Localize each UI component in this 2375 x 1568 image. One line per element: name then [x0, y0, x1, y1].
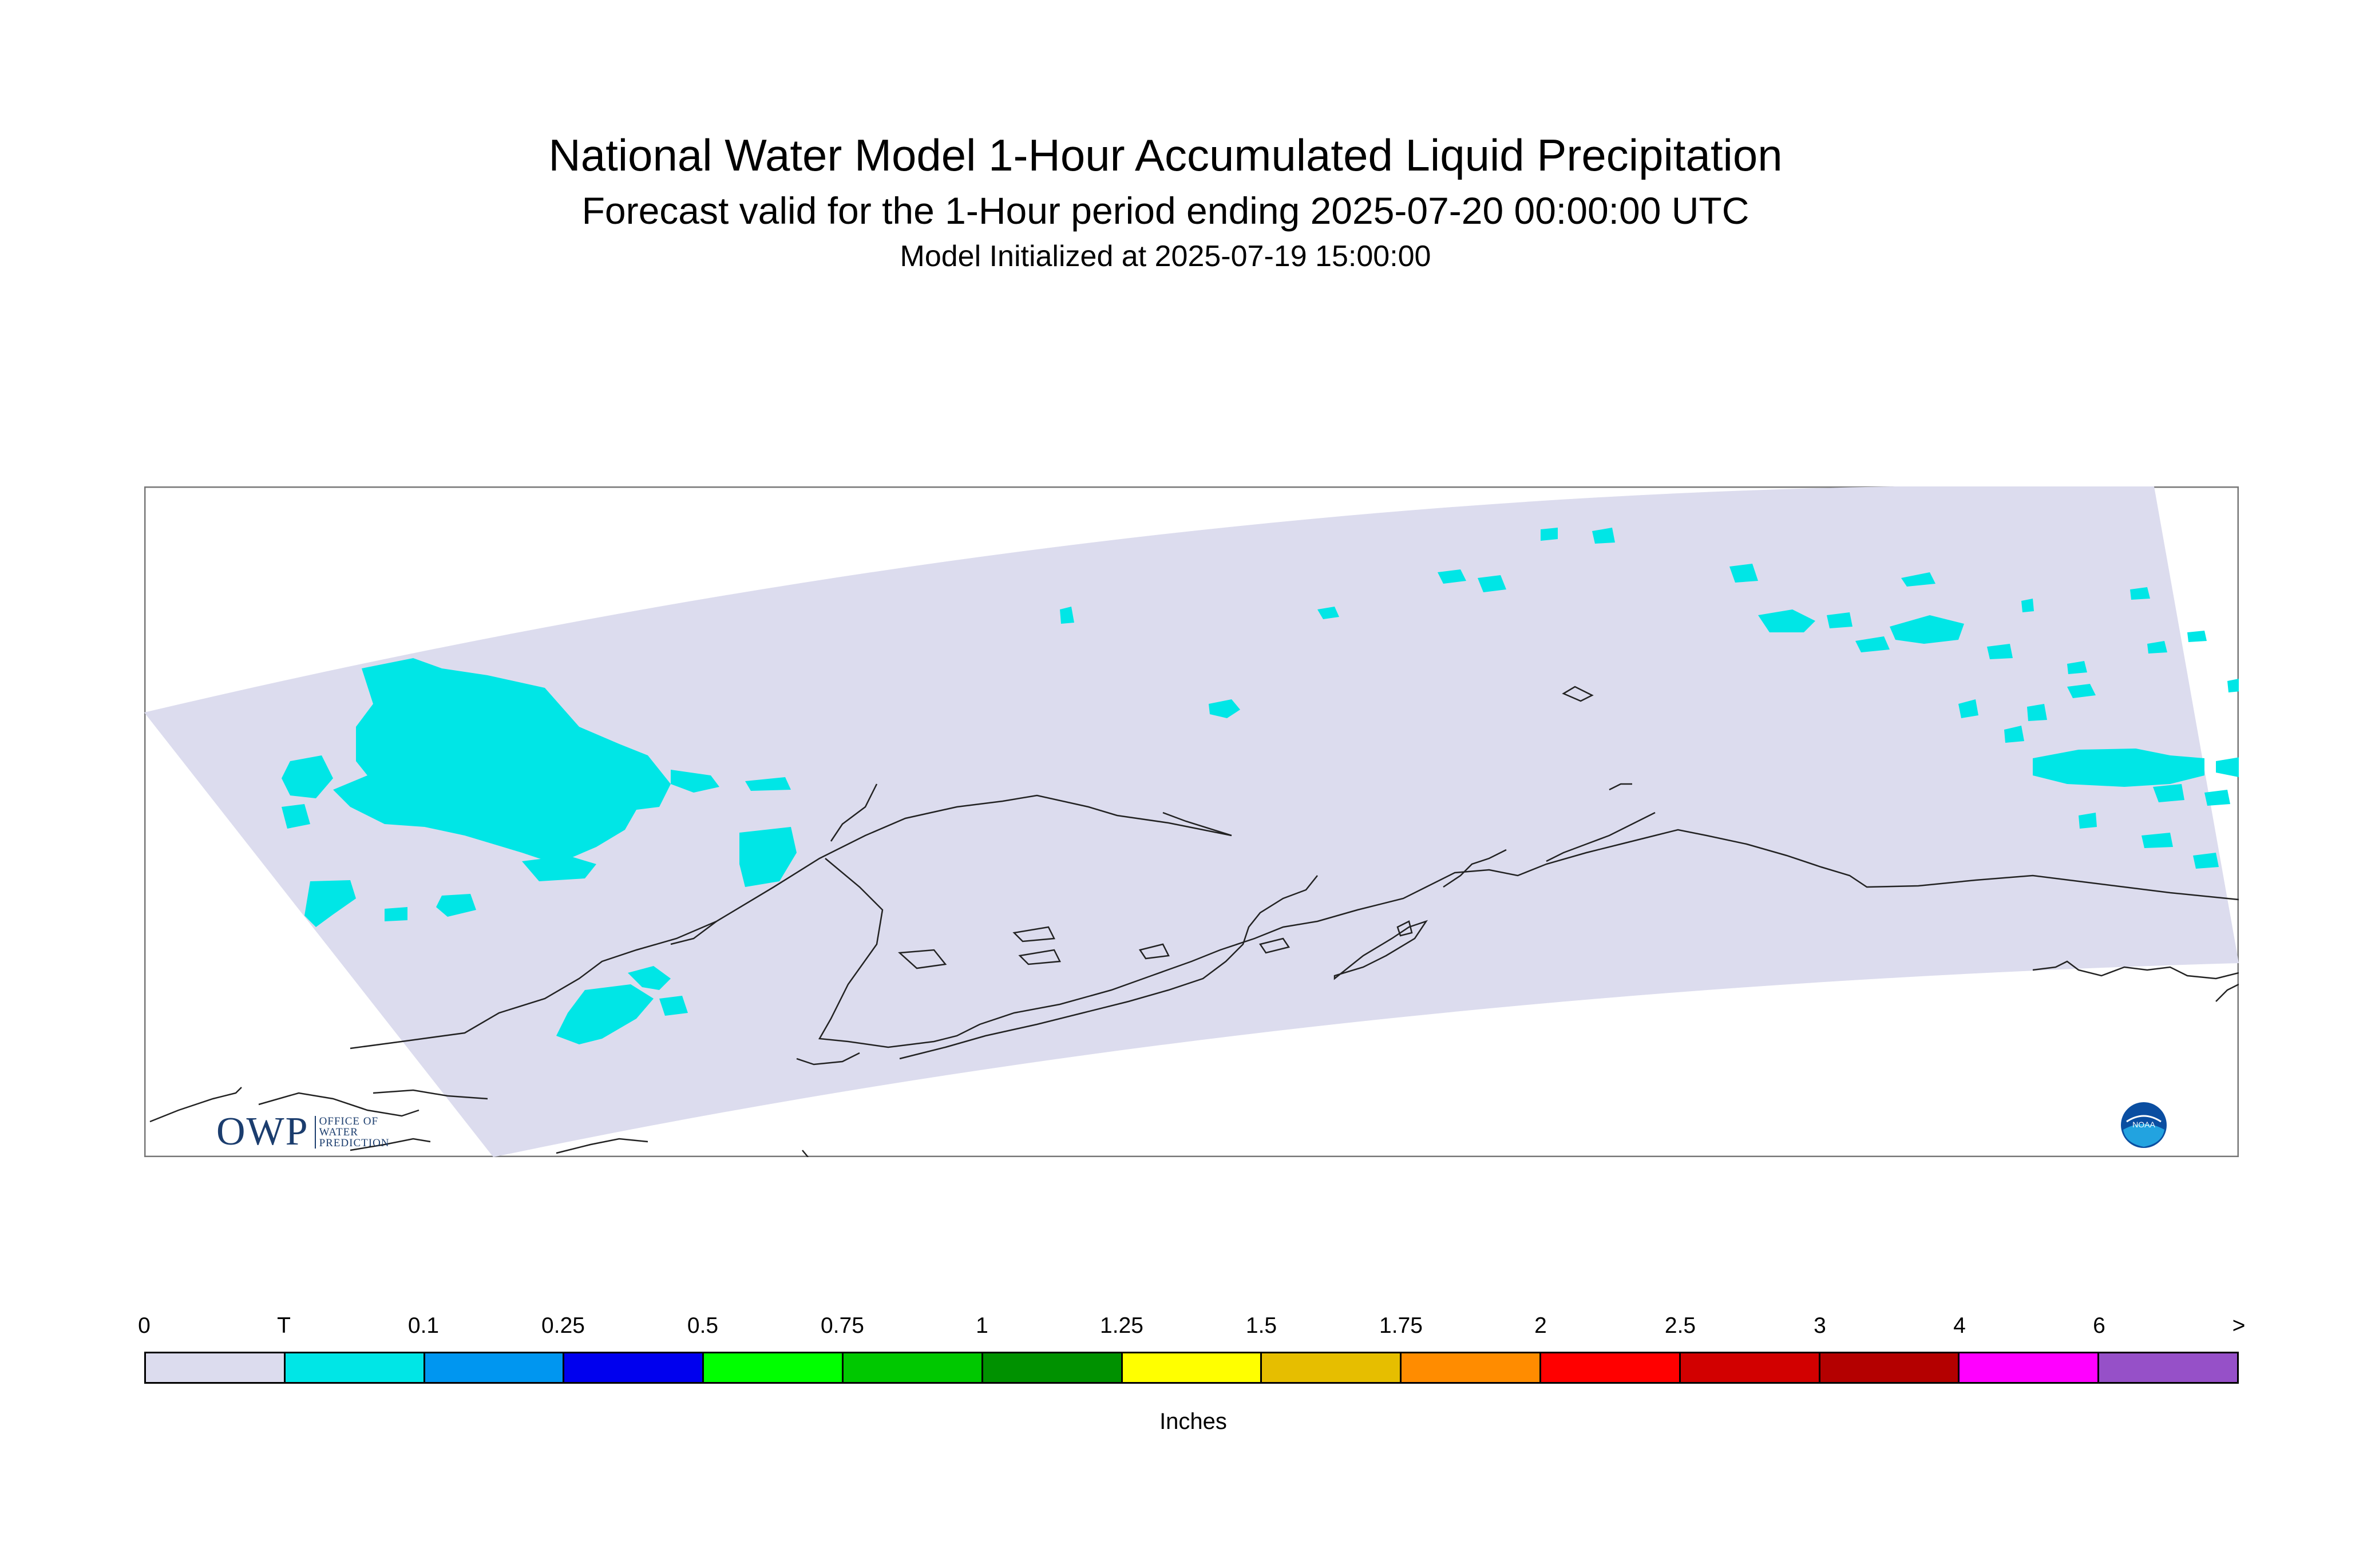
- forecast-valid-subtitle: Forecast valid for the 1-Hour period end…: [581, 189, 1749, 232]
- legend-label: 1: [976, 1313, 988, 1338]
- legend-unit-label: Inches: [1159, 1409, 1227, 1434]
- legend-color-box: [564, 1353, 704, 1382]
- svg-text:NOAA: NOAA: [2132, 1120, 2155, 1129]
- legend-color-box: [1122, 1353, 1262, 1382]
- legend-color-box: [843, 1353, 983, 1382]
- legend-labels: 0 T 0.1 0.25 0.5 0.75 1 1.25 1.5 1.75 2 2.5 3 4 6 >: [138, 1313, 2245, 1348]
- owp-logo-word: OWP: [216, 1110, 309, 1154]
- model-domain: [144, 486, 2239, 1157]
- legend-label: 2.5: [1664, 1313, 1696, 1338]
- legend-label: 1.75: [1379, 1313, 1423, 1338]
- legend-label: 1.25: [1100, 1313, 1143, 1338]
- legend-label: 6: [2093, 1313, 2105, 1338]
- legend-label: 3: [1814, 1313, 1826, 1338]
- legend-label: 4: [1953, 1313, 1966, 1338]
- owp-logo: OWP OFFICE OF WATER PREDICTION: [216, 1109, 390, 1155]
- legend-color-box: [704, 1353, 844, 1382]
- precip-areas: [282, 528, 2239, 1044]
- legend-color-box: [1820, 1353, 1960, 1382]
- legend-label: 0: [138, 1313, 151, 1338]
- legend-color-box: [983, 1353, 1123, 1382]
- owp-logo-subtext: OFFICE OF WATER PREDICTION: [314, 1115, 390, 1149]
- legend-label: >: [2232, 1313, 2246, 1338]
- legend-colorbar: [144, 1352, 2239, 1384]
- color-legend: 0 T 0.1 0.25 0.5 0.75 1 1.25 1.5 1.75 2 2.5 3 4 6 >: [138, 1313, 2245, 1384]
- legend-color-box: [425, 1353, 565, 1382]
- legend-color-box: [1680, 1353, 1820, 1382]
- legend-color-box: [146, 1353, 286, 1382]
- legend-color-box: [1541, 1353, 1681, 1382]
- legend-label: 1.5: [1245, 1313, 1277, 1338]
- map-title: National Water Model 1-Hour Accumulated …: [548, 130, 1783, 180]
- legend-color-box: [1960, 1353, 2100, 1382]
- legend-color-box: [1402, 1353, 1541, 1382]
- legend-label: 0.75: [821, 1313, 864, 1338]
- legend-label: T: [277, 1313, 291, 1338]
- legend-label: 2: [1534, 1313, 1547, 1338]
- legend-color-box: [1262, 1353, 1402, 1382]
- precipitation-map: [144, 486, 2239, 1157]
- legend-label: 0.1: [407, 1313, 440, 1338]
- model-init-subtitle: Model Initialized at 2025-07-19 15:00:00: [900, 240, 1431, 273]
- legend-label: 0.25: [541, 1313, 585, 1338]
- map-canvas: [144, 486, 2239, 1157]
- noaa-logo: NOAA: [2121, 1102, 2167, 1148]
- legend-label: 0.5: [687, 1313, 719, 1338]
- legend-color-box: [285, 1353, 425, 1382]
- legend-color-box: [2099, 1353, 2237, 1382]
- coastlines: [149, 686, 2239, 1157]
